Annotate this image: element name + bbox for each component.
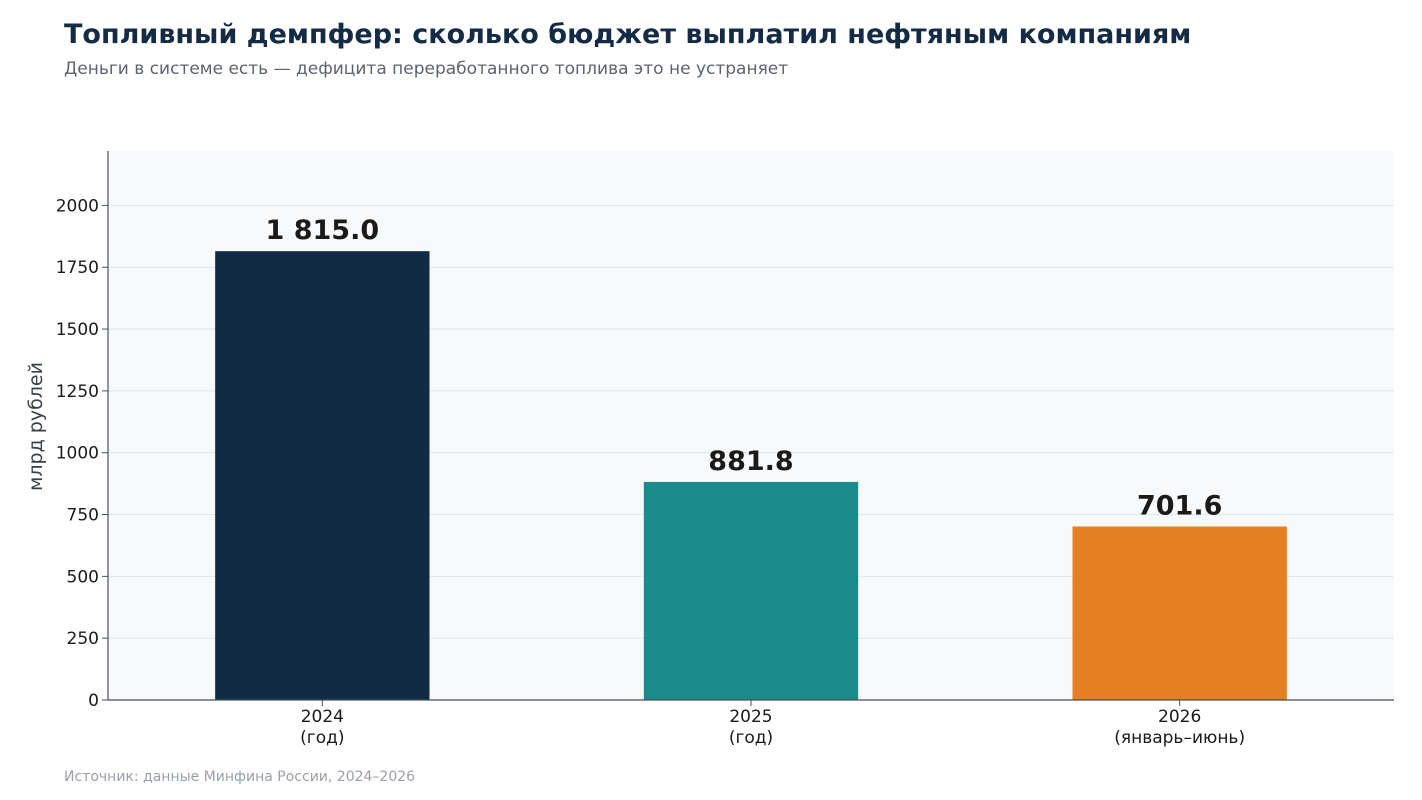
y-tick-label: 2000 [56,196,99,216]
x-tick-label: 2026 [1158,707,1201,727]
y-tick-label: 1250 [56,382,99,402]
x-tick-label: (год) [300,728,344,748]
y-tick-label: 1750 [56,258,99,278]
x-tick-label: 2025 [729,707,772,727]
x-tick-label: (январь–июнь) [1114,728,1245,748]
y-tick-label: 1000 [56,444,99,464]
bar-1 [643,481,859,700]
value-label: 881.8 [708,446,793,477]
y-tick-label: 1500 [56,320,99,340]
x-tick-label: 2024 [301,707,344,727]
chart-title: Топливный демпфер: сколько бюджет выплат… [64,19,1192,50]
source-note: Источник: данные Минфина России, 2024–20… [64,769,416,785]
labels: 0 250 500 750 1000 1250 1500 1750 2000 1 815.0 202… [56,196,1245,748]
value-label: 1 815.0 [266,215,380,246]
axes [102,151,1394,706]
chart-subtitle: Деньги в системе есть — дефицита перераб… [64,59,789,79]
y-tick-label: 500 [67,567,99,587]
value-label: 701.6 [1137,490,1222,521]
y-tick-label: 250 [67,629,99,649]
bar-2 [1072,526,1287,700]
y-axis-title: млрд рублей [25,362,47,491]
bars [215,251,1287,701]
x-tick-label: (год) [729,728,773,748]
y-tick-label: 0 [88,691,99,711]
y-tick-label: 750 [67,506,99,526]
bar-0 [215,251,430,701]
